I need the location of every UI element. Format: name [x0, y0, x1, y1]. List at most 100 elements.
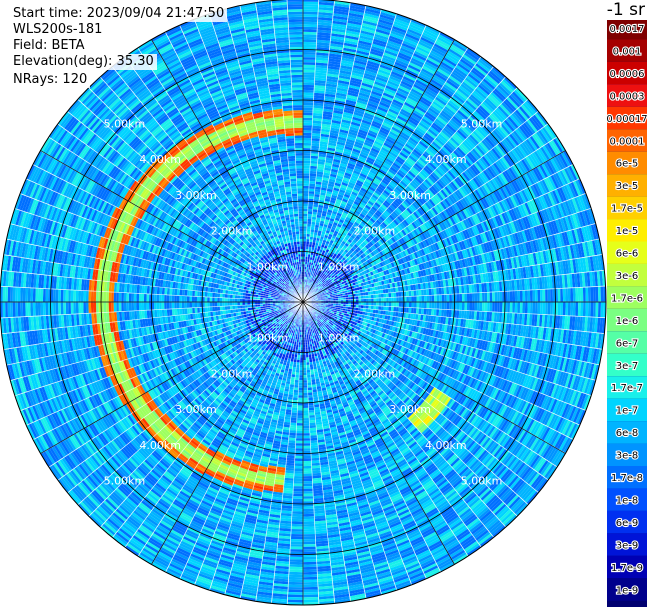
beta-cell [315, 240, 320, 244]
beta-cell [461, 302, 465, 311]
beta-cell [305, 249, 309, 252]
beta-cell [593, 302, 596, 317]
beta-cell [444, 302, 447, 310]
beta-cell [320, 133, 330, 138]
beta-cell [339, 186, 347, 192]
beta-cell [374, 81, 386, 88]
beta-cell [314, 245, 318, 249]
beta-cell [303, 82, 315, 86]
beta-cell [406, 290, 409, 297]
beta-cell [303, 155, 311, 159]
beta-cell [342, 177, 350, 182]
beta-cell [335, 95, 347, 100]
beta-cell [311, 216, 317, 220]
beta-cell [398, 291, 402, 297]
beta-cell [376, 26, 391, 33]
beta-cell [319, 141, 328, 145]
beta-cell [316, 248, 321, 252]
beta-cell [303, 47, 316, 50]
beta-cell [349, 126, 359, 132]
beta-cell [346, 165, 355, 170]
beta-cell [489, 292, 493, 302]
beta-cell [585, 302, 589, 317]
beta-cell [421, 289, 424, 296]
beta-cell [303, 31, 317, 35]
beta-cell [334, 3, 350, 8]
beta-cell [464, 302, 468, 311]
beta-cell [303, 216, 308, 219]
beta-cell [323, 224, 328, 228]
beta-cell [398, 302, 402, 307]
beta-cell [343, 42, 358, 48]
beta-cell [419, 295, 422, 302]
beta-cell [378, 16, 394, 24]
beta-cell [366, 298, 369, 302]
beta-cell [431, 302, 435, 309]
beta-cell [360, 305, 364, 309]
beta-cell [522, 302, 526, 314]
beta-cell [303, 170, 310, 174]
beta-cell [348, 12, 364, 18]
beta-cell [316, 173, 323, 178]
beta-cell [355, 138, 365, 144]
beta-cell [324, 96, 336, 100]
beta-cell [303, 165, 310, 169]
beta-cell [389, 33, 404, 41]
beta-cell [336, 212, 342, 217]
beta-cell [313, 273, 316, 277]
beta-cell [369, 50, 383, 57]
beta-cell [308, 193, 315, 197]
beta-cell [530, 302, 533, 314]
beta-cell [303, 221, 308, 224]
beta-cell [303, 228, 307, 232]
beta-cell [343, 45, 357, 50]
beta-cell [345, 188, 353, 194]
beta-cell [308, 246, 312, 250]
beta-cell [355, 104, 366, 110]
beta-cell [310, 155, 319, 159]
beta-cell [378, 19, 394, 26]
beta-cell [329, 132, 339, 137]
beta-cell [595, 286, 599, 302]
beta-cell [323, 245, 328, 249]
beta-cell [392, 25, 407, 34]
beta-cell [344, 145, 353, 151]
beta-cell [446, 294, 450, 302]
beta-cell [335, 146, 344, 151]
beta-cell [313, 232, 318, 236]
beta-cell [341, 116, 352, 122]
beta-cell [527, 290, 531, 302]
beta-cell [327, 206, 334, 211]
beta-cells [0, 0, 606, 605]
beta-cell [308, 203, 314, 207]
beta-cell [318, 225, 324, 229]
beta-cell [324, 232, 330, 236]
beta-cell [314, 90, 325, 94]
beta-cell [354, 106, 366, 113]
beta-cell [305, 261, 308, 265]
beta-cell [335, 214, 341, 219]
beta-cell [395, 306, 399, 312]
beta-cell [318, 156, 326, 160]
beta-cell [316, 44, 330, 49]
beta-cell [356, 50, 370, 56]
beta-cell [598, 302, 601, 318]
beta-cell [318, 153, 327, 158]
beta-cell [303, 233, 307, 237]
beta-cell [325, 195, 331, 200]
beta-cell [529, 290, 533, 302]
beta-cell [323, 172, 331, 176]
beta-cell [335, 148, 344, 154]
beta-cell [426, 308, 430, 315]
beta-cell [313, 105, 324, 109]
beta-cell [359, 35, 374, 41]
beta-cell [303, 57, 316, 60]
beta-cell [370, 294, 374, 299]
beta-cell [314, 80, 326, 84]
beta-cell [367, 102, 378, 109]
beta-cell [330, 215, 336, 220]
beta-cell [386, 302, 389, 307]
beta-cell [303, 97, 314, 101]
beta-cell [371, 298, 374, 302]
beta-cell [317, 166, 325, 170]
